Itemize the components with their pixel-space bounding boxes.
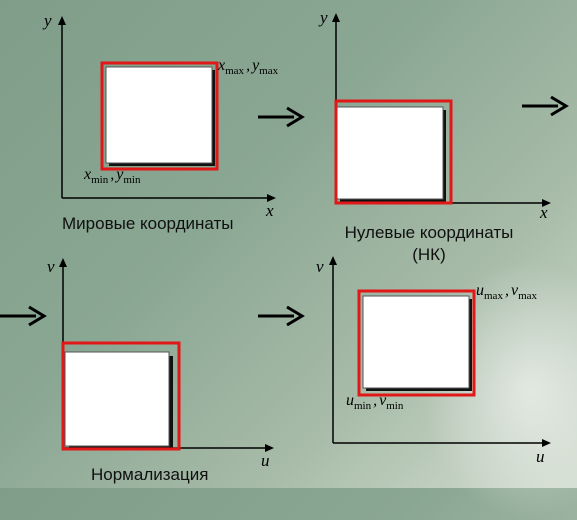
world-max-label: xmax, ymax: [217, 57, 279, 77]
transform-diagram: y x xmax, ymax xmin, ymin y x v u v u: [0, 8, 569, 470]
world-x-label: x: [265, 201, 274, 220]
zero-caption-line2: (НК): [412, 245, 446, 264]
device-min-label: umin, vmin: [346, 392, 404, 412]
zero-caption: Нулевые координаты (НК): [334, 222, 524, 266]
world-panel: y x xmax, ymax xmin, ymin: [42, 11, 279, 220]
normalized-window-frame: [61, 341, 181, 451]
normalized-window-box: [64, 351, 170, 447]
zero-x-label: x: [539, 203, 548, 222]
normalized-x-label: u: [261, 451, 270, 470]
world-window-box: [105, 66, 213, 164]
zero-window-box: [336, 106, 444, 200]
zero-panel: y x: [318, 8, 551, 222]
world-caption: Мировые координаты: [62, 214, 234, 233]
device-window-frame: [357, 289, 476, 397]
step-arrow-icon: [258, 305, 305, 327]
normalized-panel: v u: [47, 257, 274, 470]
normalized-caption: Нормализация: [91, 465, 209, 484]
world-window-frame: [100, 61, 219, 171]
normalized-y-label: v: [47, 257, 55, 276]
step-arrow-icon: [0, 305, 47, 327]
world-min-label: xmin, ymin: [83, 166, 141, 186]
zero-y-label: y: [318, 8, 328, 27]
step-arrow-icon: [522, 95, 569, 117]
device-max-label: umax, vmax: [476, 282, 538, 302]
zero-window-frame: [334, 99, 453, 205]
step-arrow-icon: [258, 106, 305, 128]
zero-caption-line1: Нулевые координаты: [344, 223, 514, 242]
device-x-label: u: [536, 447, 545, 466]
device-window-box: [362, 295, 470, 389]
device-y-label: v: [316, 257, 324, 276]
device-panel: v u umax, vmax umin, vmin: [316, 256, 551, 466]
world-y-label: y: [42, 11, 52, 30]
